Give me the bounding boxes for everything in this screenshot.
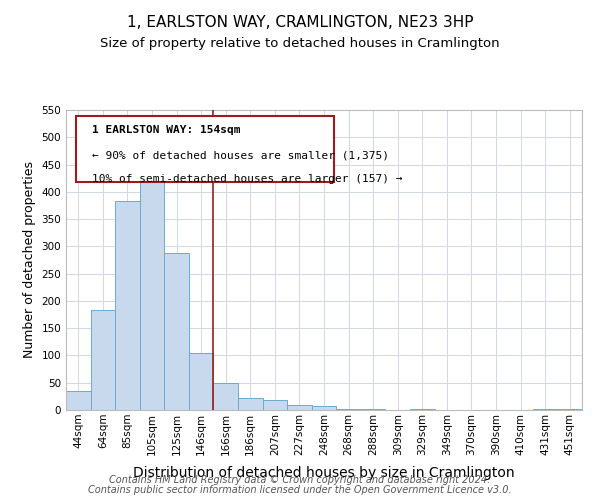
Bar — [164, 253, 189, 410]
Bar — [115, 200, 140, 410]
Text: ← 90% of detached houses are smaller (1,375): ← 90% of detached houses are smaller (1,… — [92, 150, 389, 160]
X-axis label: Distribution of detached houses by size in Cramlington: Distribution of detached houses by size … — [133, 466, 515, 480]
Text: 1, EARLSTON WAY, CRAMLINGTON, NE23 3HP: 1, EARLSTON WAY, CRAMLINGTON, NE23 3HP — [127, 15, 473, 30]
Bar — [336, 409, 361, 410]
Bar — [238, 398, 263, 410]
Bar — [263, 400, 287, 410]
Text: Size of property relative to detached houses in Cramlington: Size of property relative to detached ho… — [100, 38, 500, 51]
Bar — [287, 404, 312, 410]
Bar — [91, 310, 115, 410]
Bar — [66, 391, 91, 410]
Text: Contains public sector information licensed under the Open Government Licence v3: Contains public sector information licen… — [88, 485, 512, 495]
Bar — [214, 384, 238, 410]
Bar — [189, 352, 214, 410]
Text: 10% of semi-detached houses are larger (157) →: 10% of semi-detached houses are larger (… — [92, 174, 403, 184]
Bar — [312, 406, 336, 410]
Text: 1 EARLSTON WAY: 154sqm: 1 EARLSTON WAY: 154sqm — [92, 125, 240, 135]
Bar — [140, 160, 164, 410]
Text: Contains HM Land Registry data © Crown copyright and database right 2024.: Contains HM Land Registry data © Crown c… — [109, 475, 491, 485]
FancyBboxPatch shape — [76, 116, 334, 182]
Y-axis label: Number of detached properties: Number of detached properties — [23, 162, 36, 358]
